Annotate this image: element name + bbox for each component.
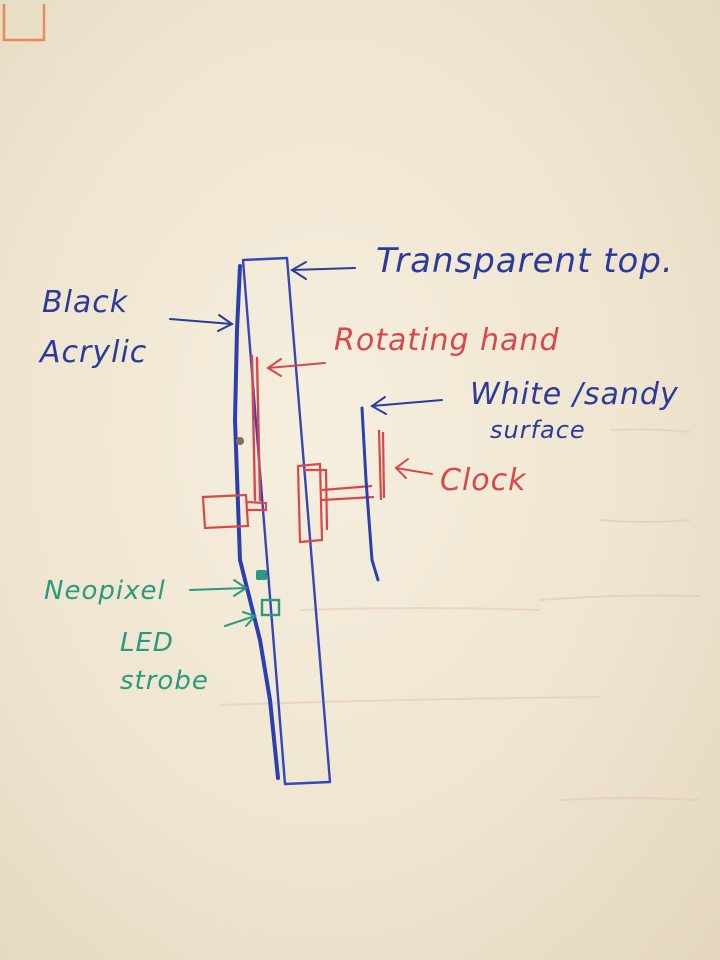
arrow-clock [394, 458, 433, 479]
rotating-hand-shaft [250, 354, 262, 502]
label-neopixel: Neopixel [44, 576, 166, 606]
arrow-transparent-top [290, 261, 356, 280]
label-clock: Clock [440, 463, 527, 498]
clock-spindle [321, 484, 375, 502]
label-rotating-hand: Rotating hand [334, 323, 560, 358]
label-white-sandy-line1: White /sandy [470, 377, 679, 412]
arrow-black-acrylic [169, 314, 234, 332]
transparent-top-panel [241, 256, 332, 786]
acrylic-dot [236, 437, 244, 445]
neopixel-component [256, 570, 267, 580]
label-led-strobe-line2: strobe [120, 666, 209, 696]
clock-body [296, 462, 329, 544]
label-black-acrylic-line1: Black [42, 285, 129, 320]
corner-scribble [2, 4, 46, 42]
label-transparent-top: Transparent top. [376, 241, 674, 281]
led-strobe-component [260, 598, 281, 617]
label-led-strobe-line1: LED [120, 628, 174, 658]
arrow-rotating-hand [266, 358, 326, 377]
arrow-neopixel [189, 579, 248, 597]
clock-hand [377, 429, 386, 501]
label-white-sandy-line2: surface [490, 416, 586, 444]
arrow-white-sandy [370, 396, 443, 415]
white-sandy-surface [360, 406, 380, 582]
label-black-acrylic-line2: Acrylic [40, 335, 148, 370]
motor-box [201, 493, 268, 530]
arrow-led-strobe [224, 611, 257, 627]
black-acrylic-layer [232, 264, 280, 780]
